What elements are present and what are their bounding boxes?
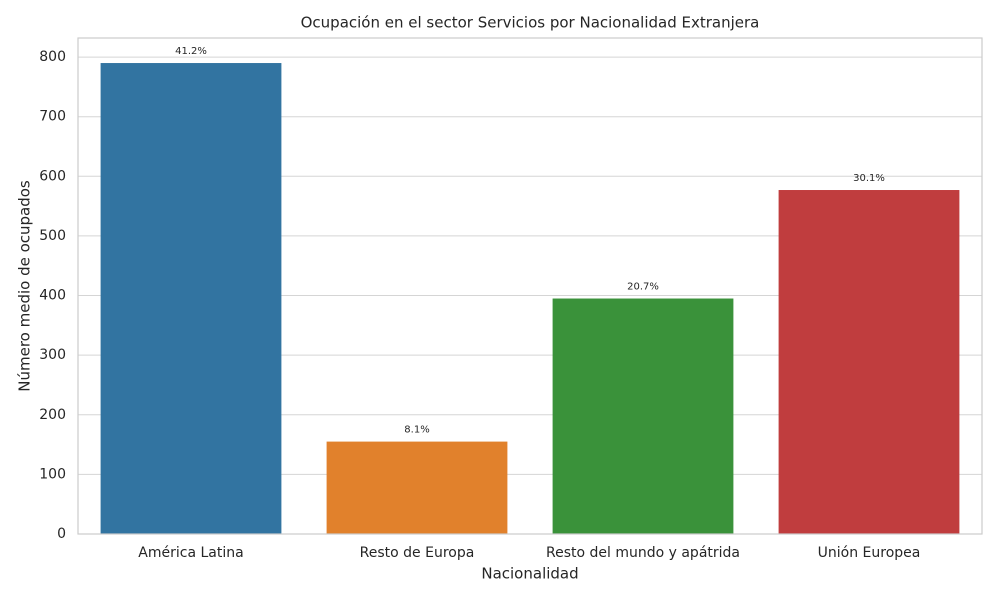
x-tick-label: Unión Europea: [818, 545, 921, 561]
y-tick-label: 100: [39, 466, 66, 482]
y-tick-label: 400: [39, 288, 66, 304]
y-tick-label: 500: [39, 228, 66, 244]
y-tick-label: 800: [39, 49, 66, 65]
bar-annotation: 8.1%: [404, 425, 429, 436]
bar: [326, 441, 508, 534]
y-tick-label: 700: [39, 109, 66, 125]
bar: [100, 63, 282, 535]
y-tick-label: 600: [39, 168, 66, 184]
chart-title: Ocupación en el sector Servicios por Nac…: [301, 14, 760, 32]
y-tick-label: 200: [39, 407, 66, 423]
y-tick-label: 0: [57, 526, 66, 542]
bar-annotation: 20.7%: [627, 282, 659, 293]
bar-annotation: 41.2%: [175, 46, 207, 57]
x-tick-label: América Latina: [138, 545, 243, 561]
bar-annotation: 30.1%: [853, 173, 885, 184]
x-tick-label: Resto de Europa: [360, 545, 475, 561]
plot-frame: [77, 37, 983, 535]
y-axis-label: Número medio de ocupados: [16, 180, 34, 392]
x-tick-label: Resto del mundo y apátrida: [546, 545, 740, 561]
bar: [778, 190, 960, 534]
bar: [552, 298, 734, 534]
y-tick-label: 300: [39, 347, 66, 363]
x-axis-label: Nacionalidad: [481, 565, 578, 583]
